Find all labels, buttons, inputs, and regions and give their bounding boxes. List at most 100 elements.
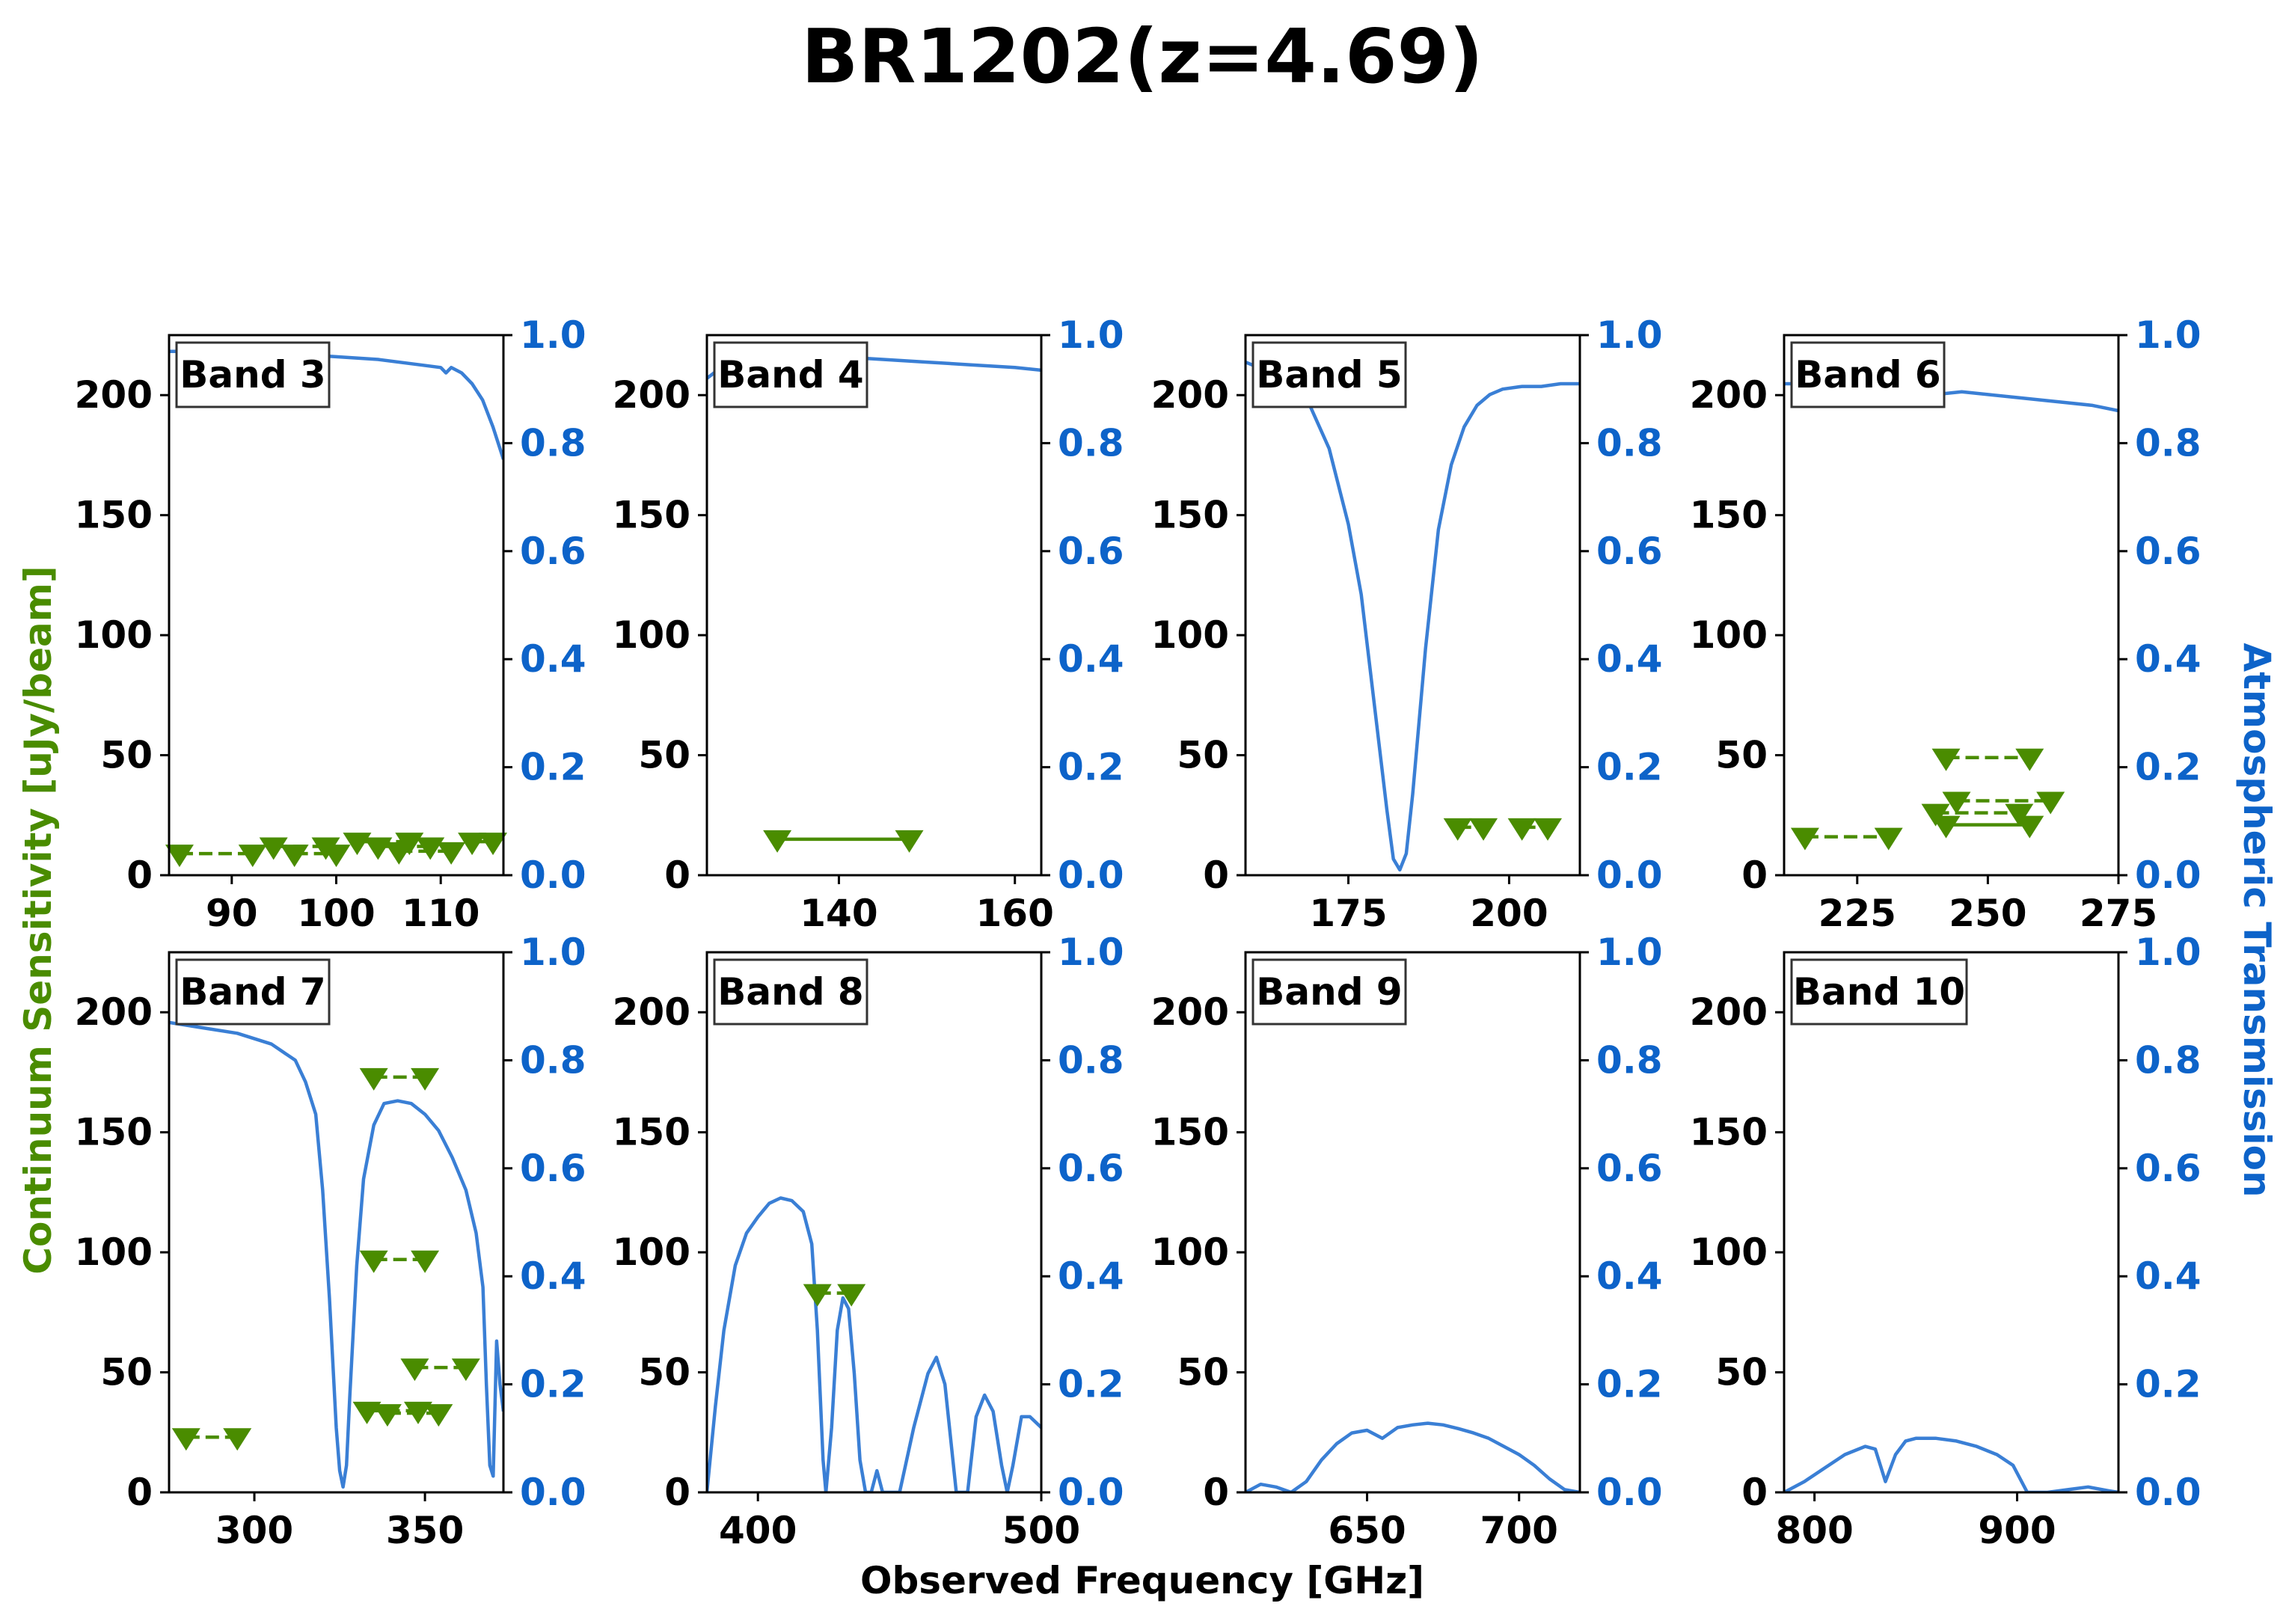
plot-frame xyxy=(1783,951,2120,1494)
panel-band-7: 0 50 100 150 200 0.0 0.2 0.4 0.6 0.8 1.0 300 350 Band… xyxy=(75,931,586,1552)
right-tick-label: 0.4 xyxy=(1058,1254,1124,1298)
sensitivity-marker xyxy=(424,1404,453,1427)
right-tick-label: 0.0 xyxy=(1058,1471,1124,1514)
left-tick-label: 100 xyxy=(75,613,153,657)
band-label-box xyxy=(1790,958,1968,1026)
right-tick-label: 0.8 xyxy=(2135,421,2201,465)
left-tick-label: 50 xyxy=(638,734,690,777)
transmission-line xyxy=(707,1196,1041,1492)
sensitivity-marker xyxy=(1931,815,1961,839)
x-tick-label: 300 xyxy=(215,1509,293,1552)
right-tick-label: 0.6 xyxy=(1058,530,1124,573)
left-tick-label: 50 xyxy=(638,1351,690,1394)
right-tick-label: 0.8 xyxy=(1058,1038,1124,1082)
sensitivity-marker xyxy=(803,1284,832,1307)
left-tick-label: 0 xyxy=(1741,854,1768,897)
right-tick-label: 0.0 xyxy=(1596,854,1663,897)
sensitivity-marker xyxy=(1874,827,1903,851)
plot-frame xyxy=(705,334,1043,877)
x-tick-label: 160 xyxy=(976,892,1054,935)
x-tick-label: 100 xyxy=(297,892,375,935)
band-label-box xyxy=(1251,341,1407,408)
x-tick-label: 175 xyxy=(1309,892,1387,935)
sensitivity-marker xyxy=(458,833,487,856)
x-tick-label: 650 xyxy=(1328,1509,1406,1552)
sensitivity-marker xyxy=(837,1284,866,1307)
sensitivity-marker xyxy=(364,837,393,860)
right-tick-label: 1.0 xyxy=(1058,313,1124,357)
y-axis-label-left: Continuum Sensitivity [uJy/beam] xyxy=(16,566,60,1274)
left-tick-label: 150 xyxy=(613,1111,690,1154)
left-tick-label: 200 xyxy=(613,373,690,417)
left-tick-label: 50 xyxy=(1715,734,1768,777)
sensitivity-marker xyxy=(171,1428,200,1451)
x-tick-label: 275 xyxy=(2080,892,2157,935)
x-tick-label: 400 xyxy=(719,1509,797,1552)
right-tick-label: 0.2 xyxy=(1596,1363,1663,1406)
right-tick-label: 1.0 xyxy=(520,931,586,974)
right-tick-label: 0.2 xyxy=(2135,1363,2201,1406)
right-tick-label: 0.8 xyxy=(520,1038,586,1082)
right-tick-label: 0.4 xyxy=(1596,637,1663,681)
band-label: Band 8 xyxy=(717,970,863,1014)
sensitivity-marker xyxy=(763,830,792,853)
sensitivity-marker xyxy=(373,1404,402,1427)
sensitivity-marker xyxy=(384,842,414,865)
sensitivity-marker xyxy=(479,833,508,856)
sensitivity-marker xyxy=(2036,791,2065,815)
right-tick-label: 0.8 xyxy=(1596,421,1663,465)
left-tick-label: 0 xyxy=(126,854,153,897)
panel-band-6: 0 50 100 150 200 0.0 0.2 0.4 0.6 0.8 1.0 225 250 275 B… xyxy=(1690,313,2201,935)
sensitivity-marker xyxy=(411,1067,440,1091)
right-tick-label: 0.0 xyxy=(2135,1471,2201,1514)
x-tick-label: 140 xyxy=(800,892,877,935)
band-label: Band 3 xyxy=(180,353,325,396)
sensitivity-marker xyxy=(1443,818,1472,841)
left-tick-label: 50 xyxy=(100,1351,153,1394)
sensitivity-marker xyxy=(895,830,924,853)
panel-band-8: 0 50 100 150 200 0.0 0.2 0.4 0.6 0.8 1.0 400 500 Band… xyxy=(613,931,1124,1552)
x-tick-label: 110 xyxy=(402,892,479,935)
band-label: Band 10 xyxy=(1793,970,1965,1014)
left-tick-label: 100 xyxy=(1690,1231,1768,1274)
sensitivity-marker xyxy=(1942,791,1971,815)
x-tick-label: 900 xyxy=(1978,1509,2056,1552)
band-label: Band 4 xyxy=(717,353,863,396)
x-tick-label: 90 xyxy=(206,892,258,935)
sensitivity-marker xyxy=(352,1401,382,1424)
right-tick-label: 0.0 xyxy=(1058,854,1124,897)
sensitivity-marker xyxy=(1921,803,1950,827)
right-tick-label: 0.0 xyxy=(1596,1471,1663,1514)
figure-title: BR1202(z=4.69) xyxy=(801,13,1483,100)
sensitivity-marker xyxy=(416,837,445,860)
sensitivity-marker xyxy=(165,845,194,868)
sensitivity-marker xyxy=(411,1250,440,1273)
right-tick-label: 0.6 xyxy=(520,530,586,573)
sensitivity-marker xyxy=(343,833,372,856)
sensitivity-marker xyxy=(359,1067,388,1091)
left-tick-label: 150 xyxy=(75,1111,153,1154)
panels: 0 50 100 150 200 0.0 0.2 0.4 0.6 0.8 1.0 90 100 110 Ba… xyxy=(75,313,2201,1552)
left-tick-label: 50 xyxy=(1715,1351,1768,1394)
left-tick-label: 50 xyxy=(1177,734,1229,777)
sensitivity-marker xyxy=(451,1358,480,1382)
right-tick-label: 0.8 xyxy=(520,421,586,465)
right-tick-label: 0.6 xyxy=(1596,530,1663,573)
left-tick-label: 200 xyxy=(75,990,153,1034)
right-tick-label: 1.0 xyxy=(1596,313,1663,357)
sensitivity-marker xyxy=(1790,827,1819,851)
right-tick-label: 0.4 xyxy=(520,1254,586,1298)
right-tick-label: 0.4 xyxy=(1058,637,1124,681)
sensitivity-marker xyxy=(2005,803,2034,827)
band-label: Band 6 xyxy=(1795,353,1940,396)
left-tick-label: 0 xyxy=(1203,1471,1229,1514)
x-tick-label: 200 xyxy=(1470,892,1548,935)
right-tick-label: 0.0 xyxy=(520,1471,586,1514)
plot-frame xyxy=(705,951,1043,1494)
plot-frame xyxy=(1244,951,1581,1494)
left-tick-label: 200 xyxy=(1690,373,1768,417)
x-tick-label: 700 xyxy=(1480,1509,1558,1552)
sensitivity-marker xyxy=(1931,748,1961,771)
left-tick-label: 100 xyxy=(613,613,690,657)
